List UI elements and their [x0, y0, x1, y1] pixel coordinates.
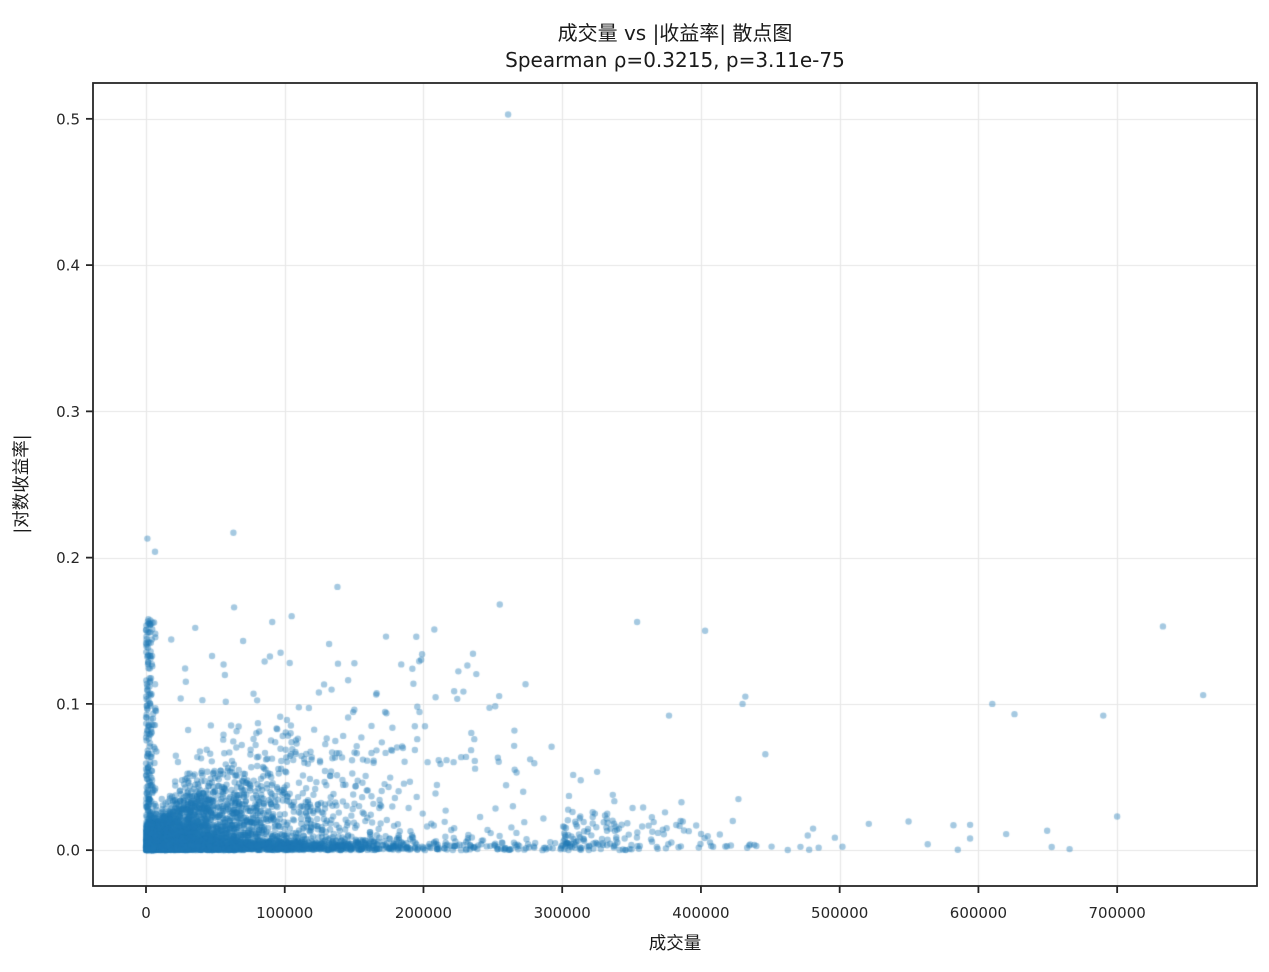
y-tick-label: 0.4 — [56, 257, 80, 275]
y-tick-label: 0.2 — [56, 549, 80, 567]
plot-frame — [92, 82, 1258, 887]
x-tick-label: 400000 — [672, 904, 729, 922]
x-tick-label: 100000 — [256, 904, 313, 922]
tick-marks — [86, 117, 1119, 893]
y-axis-label: |对数收益率| — [12, 434, 32, 533]
y-tick-label: 0.5 — [56, 110, 80, 128]
chart-subtitle: Spearman ρ=0.3215, p=3.11e-75 — [505, 48, 845, 72]
x-tick-label: 700000 — [1089, 904, 1146, 922]
tick-labels: 0 100000 200000 300000 400000 500000 600000 700… — [56, 110, 1146, 922]
x-tick-label: 600000 — [950, 904, 1007, 922]
y-tick-label: 0.1 — [56, 695, 80, 713]
chart-title: 成交量 vs |收益率| 散点图 — [558, 21, 793, 45]
x-tick-label: 0 — [141, 904, 151, 922]
y-tick-label: 0.3 — [56, 403, 80, 421]
x-tick-label: 300000 — [534, 904, 591, 922]
x-tick-label: 200000 — [395, 904, 452, 922]
x-tick-label: 500000 — [811, 904, 868, 922]
x-axis-label: 成交量 — [649, 934, 702, 954]
y-tick-label: 0.0 — [56, 842, 80, 860]
